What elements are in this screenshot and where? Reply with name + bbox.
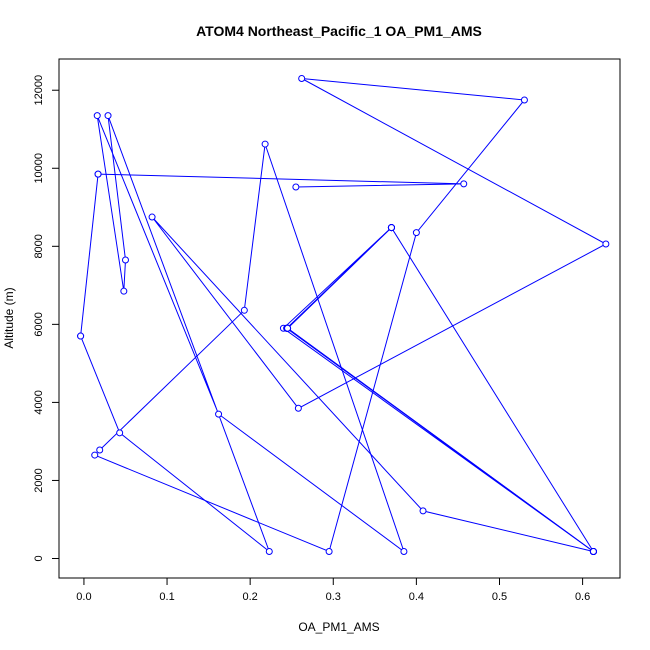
x-tick-label: 0.2	[243, 591, 258, 603]
x-axis: 0.0 0.1 0.2 0.3 0.4 0.5 0.6	[76, 577, 590, 603]
x-tick-label: 0.6	[575, 591, 590, 603]
data-point	[602, 240, 610, 248]
data-point	[589, 547, 597, 555]
data-point	[298, 75, 306, 83]
data-point	[325, 547, 333, 555]
y-tick-label: 2000	[33, 468, 45, 492]
data-point	[284, 324, 292, 332]
data-point	[412, 229, 420, 237]
data-point	[419, 507, 427, 515]
data-point	[240, 306, 248, 314]
y-axis-label: Altitude (m)	[2, 287, 16, 348]
y-tick-label: 8000	[33, 234, 45, 258]
data-point	[148, 213, 156, 221]
data-point	[93, 112, 101, 120]
y-tick-label: 4000	[33, 390, 45, 414]
chart-title: ATOM4 Northeast_Pacific_1 OA_PM1_AMS	[196, 23, 482, 39]
plot-frame	[58, 58, 621, 579]
x-tick-label: 0.3	[326, 591, 341, 603]
y-axis: 0 2000 4000 6000 8000 10000 12000	[33, 75, 60, 562]
series-line-3	[80, 115, 405, 554]
data-point	[261, 140, 269, 148]
x-axis-label: OA_PM1_AMS	[298, 620, 379, 634]
data-point	[387, 224, 395, 232]
y-tick-label: 6000	[33, 312, 45, 336]
data-point	[77, 332, 85, 340]
data-point	[292, 183, 300, 191]
y-tick-label: 0	[33, 555, 45, 561]
series-line-5	[80, 174, 99, 337]
y-tick-label: 10000	[33, 153, 45, 184]
y-tick-label: 12000	[33, 75, 45, 106]
x-tick-label: 0.5	[492, 591, 507, 603]
data-point	[460, 180, 468, 188]
data-point	[96, 446, 104, 454]
data-point	[116, 429, 124, 437]
series-layer	[77, 75, 610, 555]
series-line-4	[98, 173, 464, 188]
data-point	[294, 404, 302, 412]
data-point	[104, 112, 112, 120]
series-line-2	[94, 78, 607, 553]
data-point	[94, 170, 102, 178]
data-point	[120, 287, 128, 295]
x-tick-label: 0.0	[76, 591, 91, 603]
data-point	[400, 547, 408, 555]
data-point	[121, 256, 129, 264]
x-tick-label: 0.4	[409, 591, 424, 603]
x-tick-label: 0.1	[159, 591, 174, 603]
data-point	[215, 410, 223, 418]
series-line-1	[282, 226, 594, 552]
data-point	[265, 547, 273, 555]
data-point	[91, 451, 99, 459]
data-point	[520, 96, 528, 104]
